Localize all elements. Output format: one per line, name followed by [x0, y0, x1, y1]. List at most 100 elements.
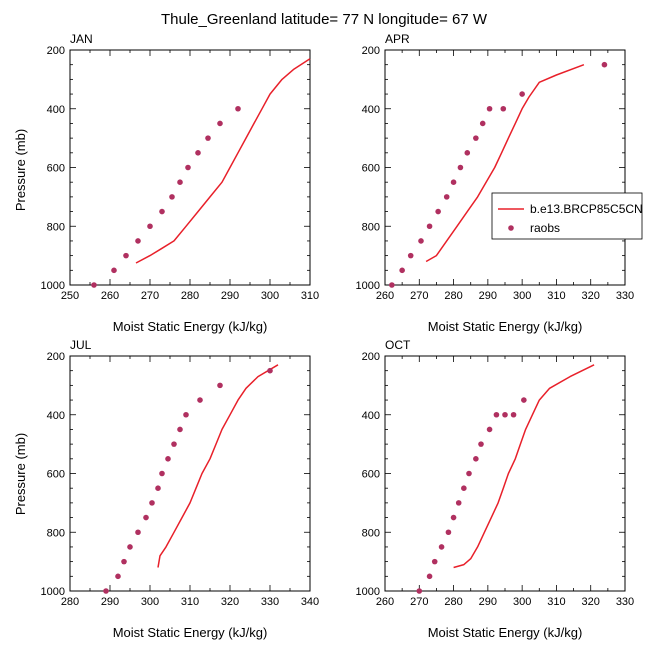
raobs-point	[601, 61, 608, 68]
x-tick-label: 260	[376, 596, 394, 608]
y-tick-label: 800	[47, 221, 65, 233]
raobs-point	[177, 426, 183, 433]
raobs-point	[103, 588, 109, 594]
x-axis-label-jul: Moist Static Energy (kJ/kg)	[113, 625, 268, 640]
raobs-point	[217, 382, 223, 389]
raobs-point	[445, 529, 452, 536]
x-tick-label: 280	[181, 290, 199, 302]
x-axis-label-apr: Moist Static Energy (kJ/kg)	[428, 319, 583, 334]
raobs-point	[407, 252, 414, 259]
x-tick-label: 300	[513, 290, 531, 302]
panel-oct: OCT 260 270 280 290 300 310 320 330 200 400 600 800…	[356, 338, 635, 640]
y-axis-label-jan: Pressure (mb)	[13, 129, 28, 211]
y-tick-label: 1000	[356, 586, 380, 598]
x-tick-label: 330	[616, 596, 634, 608]
raobs-point	[479, 120, 486, 127]
raobs-point	[205, 135, 211, 141]
panel-title-jul: JUL	[70, 338, 92, 352]
raobs-point	[159, 470, 165, 477]
raobs-point	[426, 573, 433, 580]
raobs-point	[450, 514, 457, 521]
x-tick-label: 310	[547, 596, 565, 608]
raobs-point	[111, 267, 117, 274]
x-tick-label: 290	[101, 596, 119, 608]
raobs-point	[473, 456, 479, 462]
x-tick-label: 260	[101, 290, 119, 302]
x-tick-label: 310	[547, 290, 565, 302]
raobs-point	[91, 282, 97, 288]
raobs-point	[165, 456, 171, 462]
raobs-point	[486, 105, 493, 112]
raobs-point	[147, 223, 153, 230]
panel-jul: JUL 280 290 300 310 320 330 340 200 400 600 800 100…	[13, 338, 319, 640]
raobs-point	[183, 411, 189, 418]
model-line-apr	[425, 63, 585, 263]
raobs-point	[455, 500, 462, 506]
panel-title-jan: JAN	[70, 32, 93, 46]
raobs-point	[197, 397, 203, 403]
panel-title-oct: OCT	[385, 338, 411, 352]
raobs-point	[443, 194, 450, 200]
x-axis-label-jan: Moist Static Energy (kJ/kg)	[113, 319, 268, 334]
raobs-point	[431, 558, 438, 565]
model-line-jul	[157, 364, 279, 568]
x-tick-label: 260	[376, 290, 394, 302]
x-tick-label: 340	[301, 596, 319, 608]
raobs-point	[267, 367, 273, 374]
y-tick-label: 800	[47, 527, 65, 539]
legend-box	[491, 192, 643, 240]
x-tick-label: 310	[301, 290, 319, 302]
x-tick-label: 300	[141, 596, 159, 608]
raobs-point	[510, 411, 517, 418]
raobs-point	[127, 544, 133, 550]
raobs-point	[418, 238, 424, 244]
y-tick-label: 200	[47, 45, 65, 57]
raobs-point	[143, 514, 149, 521]
y-tick-label: 600	[47, 163, 65, 175]
raobs-point	[502, 411, 508, 418]
raobs-point	[155, 485, 161, 491]
raobs-point	[426, 223, 433, 230]
y-tick-label: 200	[362, 351, 380, 363]
panel-title-apr: APR	[385, 32, 410, 46]
raobs-point	[464, 150, 471, 156]
raobs-point	[217, 120, 223, 127]
raobs-point	[135, 529, 141, 536]
raobs-point	[115, 573, 121, 580]
raobs-point	[486, 426, 493, 433]
x-tick-label: 300	[513, 596, 531, 608]
raobs-point	[169, 194, 175, 200]
raobs-point	[461, 485, 467, 491]
y-tick-label: 600	[362, 469, 380, 481]
raobs-point	[389, 282, 395, 288]
y-tick-label: 1000	[41, 280, 65, 292]
x-tick-label: 320	[582, 290, 600, 302]
panel-apr: APR 260 270 280 290 300 310 320 330 200 400 600 800…	[356, 32, 635, 334]
x-tick-label: 280	[444, 290, 462, 302]
y-axis-label-jul: Pressure (mb)	[13, 433, 28, 515]
raobs-point	[177, 179, 183, 185]
plot-frame-oct	[384, 355, 626, 592]
panel-jan: JAN 250 260 270 280 290 300 310 200 400 600 800 100…	[13, 32, 319, 334]
legend-model-label: b.e13.BRCP85C5CN	[530, 202, 643, 216]
x-tick-label: 280	[61, 596, 79, 608]
raobs-point	[171, 441, 177, 447]
y-tick-label: 200	[47, 351, 65, 363]
raobs-point	[473, 135, 479, 141]
legend-obs-marker	[508, 225, 514, 231]
raobs-point	[195, 150, 201, 156]
y-tick-label: 400	[362, 410, 380, 422]
x-tick-label: 330	[261, 596, 279, 608]
y-tick-label: 400	[47, 104, 65, 116]
x-tick-label: 270	[410, 290, 428, 302]
raobs-point	[416, 588, 423, 594]
x-tick-label: 320	[221, 596, 239, 608]
y-tick-label: 800	[362, 527, 380, 539]
raobs-point	[135, 238, 141, 244]
y-tick-label: 400	[362, 104, 380, 116]
plot-frame-apr	[384, 49, 626, 286]
raobs-point	[519, 91, 525, 97]
x-tick-label: 300	[261, 290, 279, 302]
y-tick-label: 200	[362, 45, 380, 57]
x-tick-label: 330	[616, 290, 634, 302]
